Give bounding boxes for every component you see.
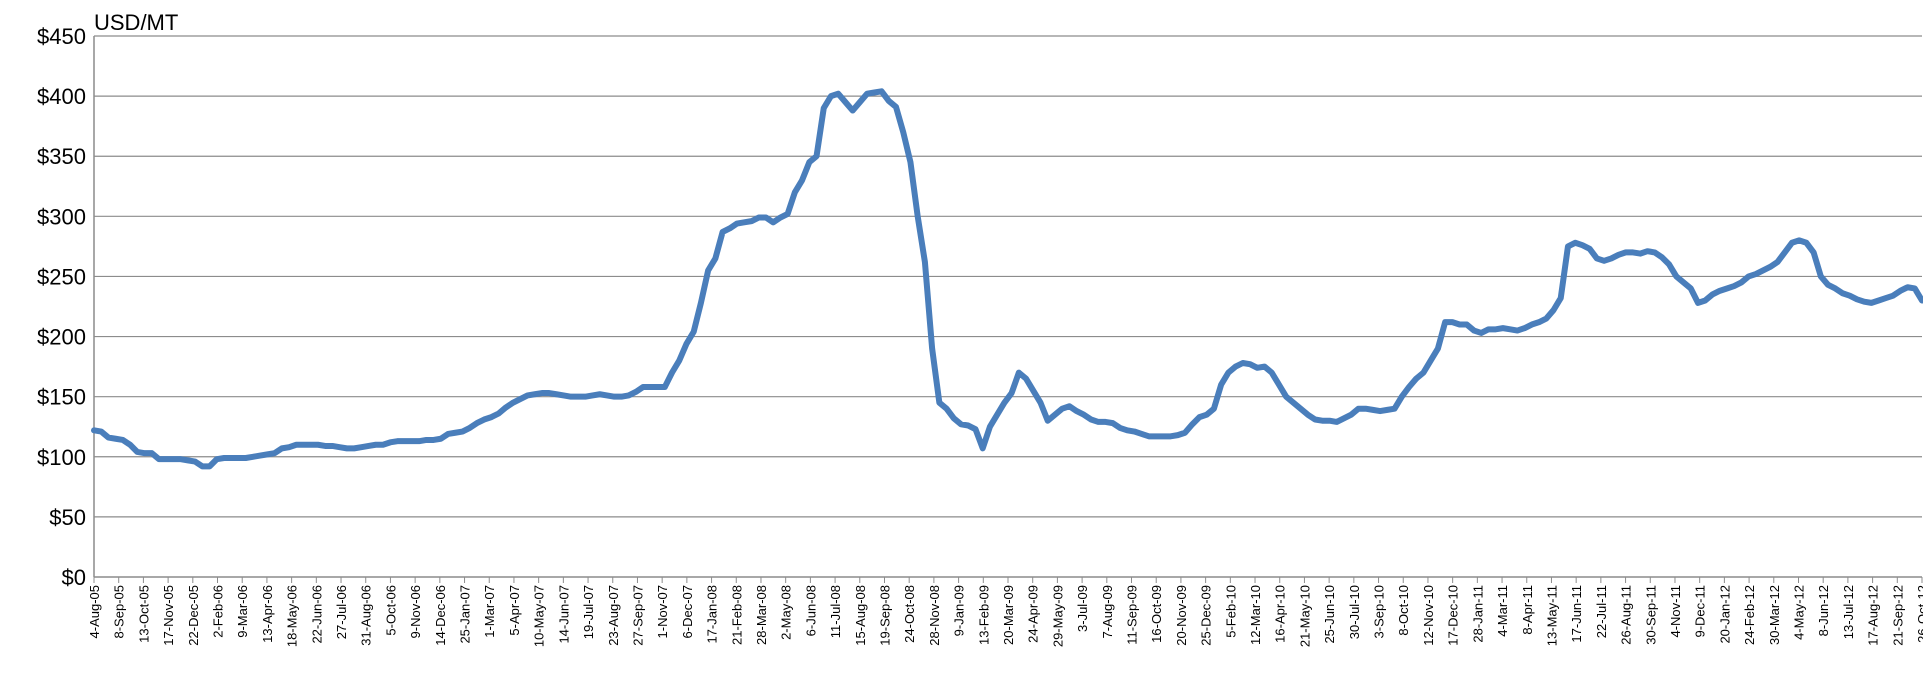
x-tick-label-26: 21-Feb-08	[729, 585, 744, 645]
x-tick-label-4: 22-Dec-05	[186, 585, 201, 646]
x-tick-label-62: 26-Aug-11	[1619, 585, 1634, 645]
x-tick-label-3: 17-Nov-05	[161, 585, 176, 646]
x-tick-label-23: 1-Nov-07	[655, 585, 670, 638]
y-tick-label-1: $50	[49, 505, 86, 530]
x-tick-label-51: 30-Jul-10	[1347, 585, 1362, 639]
x-tick-label-14: 14-Dec-06	[433, 585, 448, 646]
y-tick-label-6: $300	[37, 204, 86, 229]
x-tick-label-27: 28-Mar-08	[754, 585, 769, 645]
x-tick-label-15: 25-Jan-07	[458, 585, 473, 644]
x-tick-label-31: 15-Aug-08	[853, 585, 868, 646]
x-tick-label-7: 13-Apr-06	[260, 585, 275, 643]
x-tick-label-11: 31-Aug-06	[359, 585, 374, 646]
x-tick-label-16: 1-Mar-07	[482, 585, 497, 638]
x-tick-label-60: 17-Jun-11	[1569, 585, 1584, 643]
x-tick-label-21: 23-Aug-07	[606, 585, 621, 646]
x-tick-label-5: 2-Feb-06	[211, 585, 226, 638]
x-tick-label-53: 8-Oct-10	[1396, 585, 1411, 636]
x-tick-label-37: 20-Mar-09	[1001, 585, 1016, 645]
x-tick-label-49: 21-May-10	[1297, 585, 1312, 647]
x-tick-label-65: 9-Dec-11	[1693, 585, 1708, 638]
x-tick-label-30: 11-Jul-08	[828, 585, 843, 638]
x-tick-label-58: 8-Apr-11	[1520, 585, 1535, 635]
y-axis-tick-labels: $0 $50 $100 $150 $200 $250 $300 $350 $400 $450	[37, 24, 86, 590]
x-tick-label-43: 16-Oct-09	[1149, 585, 1164, 643]
x-tick-label-29: 6-Jun-08	[803, 585, 818, 636]
x-tick-label-6: 9-Mar-06	[235, 585, 250, 638]
x-tick-label-13: 9-Nov-06	[408, 585, 423, 638]
x-tick-label-9: 22-Jun-06	[309, 585, 324, 644]
y-tick-label-5: $250	[37, 264, 86, 289]
x-tick-label-12: 5-Oct-06	[383, 585, 398, 636]
x-tick-label-73: 21-Sep-12	[1890, 585, 1905, 646]
y-tick-label-8: $400	[37, 84, 86, 109]
series-line-0	[91, 88, 1923, 470]
x-tick-label-74: 26-Oct-12	[1915, 585, 1923, 643]
x-tick-label-8: 18-May-06	[285, 585, 300, 647]
x-tick-label-61: 22-Jul-11	[1594, 585, 1609, 638]
x-tick-label-22: 27-Sep-07	[630, 585, 645, 646]
y-tick-label-9: $450	[37, 24, 86, 49]
x-tick-label-52: 3-Sep-10	[1372, 585, 1387, 638]
x-tick-label-47: 12-Mar-10	[1248, 585, 1263, 645]
x-tick-label-57: 4-Mar-11	[1495, 585, 1510, 637]
x-tick-label-32: 19-Sep-08	[877, 585, 892, 646]
x-tick-label-56: 28-Jan-11	[1470, 585, 1485, 643]
x-tick-label-41: 7-Aug-09	[1100, 585, 1115, 638]
x-tick-label-44: 20-Nov-09	[1174, 585, 1189, 646]
x-tick-label-54: 12-Nov-10	[1421, 585, 1436, 646]
x-tick-label-24: 6-Dec-07	[680, 585, 695, 638]
x-tick-label-46: 5-Feb-10	[1223, 585, 1238, 638]
x-tick-label-28: 2-May-08	[779, 585, 794, 640]
x-tick-label-40: 3-Jul-09	[1075, 585, 1090, 632]
x-tick-label-10: 27-Jul-06	[334, 585, 349, 639]
x-tick-label-33: 24-Oct-08	[902, 585, 917, 643]
x-tick-label-25: 17-Jan-08	[705, 585, 720, 644]
y-tick-label-3: $150	[37, 385, 86, 410]
x-tick-label-55: 17-Dec-10	[1446, 585, 1461, 646]
x-tick-label-19: 14-Jun-07	[556, 585, 571, 644]
unit-label: USD/MT	[94, 10, 178, 35]
y-tick-label-4: $200	[37, 325, 86, 350]
x-tick-label-66: 20-Jan-12	[1717, 585, 1732, 644]
x-tick-label-68: 30-Mar-12	[1767, 585, 1782, 645]
gridlines	[93, 35, 1922, 578]
x-axis-tick-labels: 4-Aug-05 8-Sep-05 13-Oct-05 17-Nov-05 22-Dec…	[87, 577, 1923, 647]
x-tick-label-70: 8-Jun-12	[1816, 585, 1831, 636]
series-layer	[91, 88, 1923, 470]
x-tick-label-59: 13-May-11	[1544, 585, 1559, 646]
x-tick-label-72: 17-Aug-12	[1866, 585, 1881, 646]
x-tick-label-38: 24-Apr-09	[1026, 585, 1041, 643]
x-tick-label-71: 13-Jul-12	[1841, 585, 1856, 639]
x-tick-label-17: 5-Apr-07	[507, 585, 522, 636]
x-tick-label-42: 11-Sep-09	[1125, 585, 1140, 645]
x-tick-label-69: 4-May-12	[1791, 585, 1806, 640]
x-tick-label-20: 19-Jul-07	[581, 585, 596, 639]
x-tick-label-0: 4-Aug-05	[87, 585, 102, 638]
x-tick-label-34: 28-Nov-08	[927, 585, 942, 646]
x-tick-label-1: 8-Sep-05	[112, 585, 127, 638]
x-tick-label-67: 24-Feb-12	[1742, 585, 1757, 645]
x-tick-label-39: 29-May-09	[1050, 585, 1065, 647]
x-tick-label-63: 30-Sep-11	[1643, 585, 1658, 645]
y-tick-label-2: $100	[37, 445, 86, 470]
y-tick-label-7: $350	[37, 144, 86, 169]
x-tick-label-36: 13-Feb-09	[976, 585, 991, 645]
x-tick-label-50: 25-Jun-10	[1322, 585, 1337, 644]
x-tick-label-35: 9-Jan-09	[952, 585, 967, 636]
x-tick-label-2: 13-Oct-05	[136, 585, 151, 643]
x-tick-label-45: 25-Dec-09	[1199, 585, 1214, 646]
x-tick-label-18: 10-May-07	[532, 585, 547, 647]
x-tick-label-64: 4-Nov-11	[1668, 585, 1683, 638]
x-tick-label-48: 16-Apr-10	[1273, 585, 1288, 643]
y-tick-label-0: $0	[62, 565, 86, 590]
